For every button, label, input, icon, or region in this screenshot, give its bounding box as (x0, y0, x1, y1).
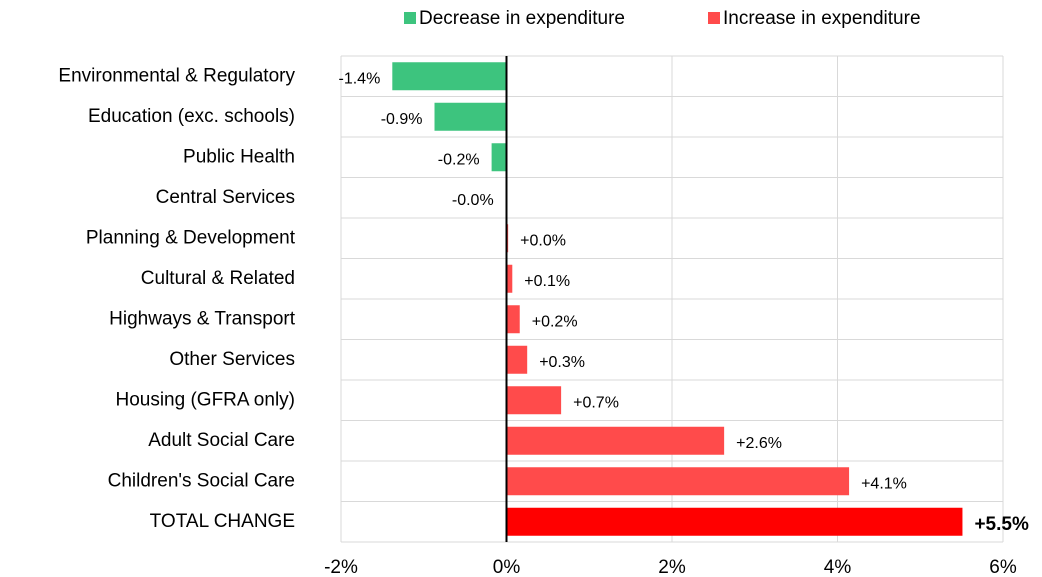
value-label: +0.3% (539, 354, 585, 371)
value-label: +0.7% (573, 394, 619, 411)
value-label: +0.2% (532, 313, 578, 330)
bar (506, 426, 725, 455)
legend-label: Decrease in expenditure (419, 8, 625, 29)
y-tick-label: Public Health (183, 146, 295, 167)
legend-swatch (404, 12, 416, 24)
y-tick-label: Cultural & Related (141, 268, 295, 289)
value-label: +0.1% (524, 273, 570, 290)
legend-swatch (708, 12, 720, 24)
y-tick-label: Housing (GFRA only) (115, 389, 295, 410)
value-label: -0.2% (438, 151, 480, 168)
x-tick-label: 4% (824, 557, 852, 577)
x-tick-label: 2% (658, 557, 686, 577)
value-label: +0.0% (520, 232, 566, 249)
y-tick-label: Education (exc. schools) (88, 106, 295, 127)
x-tick-label: 6% (989, 557, 1017, 577)
x-tick-label: 0% (493, 557, 521, 577)
value-label: +5.5% (974, 514, 1029, 535)
value-label: -0.9% (381, 111, 423, 128)
bar (434, 102, 507, 131)
value-label: -0.0% (452, 192, 494, 209)
y-tick-label: Highways & Transport (109, 308, 296, 329)
bar (506, 305, 520, 334)
y-tick-label: TOTAL CHANGE (150, 511, 295, 532)
bar (506, 345, 528, 374)
bar (506, 264, 513, 293)
y-tick-label: Adult Social Care (148, 430, 295, 451)
value-label: -1.4% (339, 70, 381, 87)
y-tick-label: Planning & Development (86, 227, 296, 248)
y-tick-label: Environmental & Regulatory (58, 65, 295, 86)
bar (506, 386, 562, 415)
bar (392, 62, 507, 91)
x-tick-label: -2% (324, 557, 358, 577)
legend-label: Increase in expenditure (723, 8, 921, 29)
bar (506, 467, 850, 496)
y-tick-label: Central Services (156, 187, 295, 208)
bar (491, 143, 507, 172)
value-label: +4.1% (861, 475, 907, 492)
y-tick-label: Other Services (169, 349, 295, 370)
y-tick-label: Children's Social Care (108, 470, 295, 491)
bar (506, 507, 963, 536)
value-label: +2.6% (736, 435, 782, 452)
